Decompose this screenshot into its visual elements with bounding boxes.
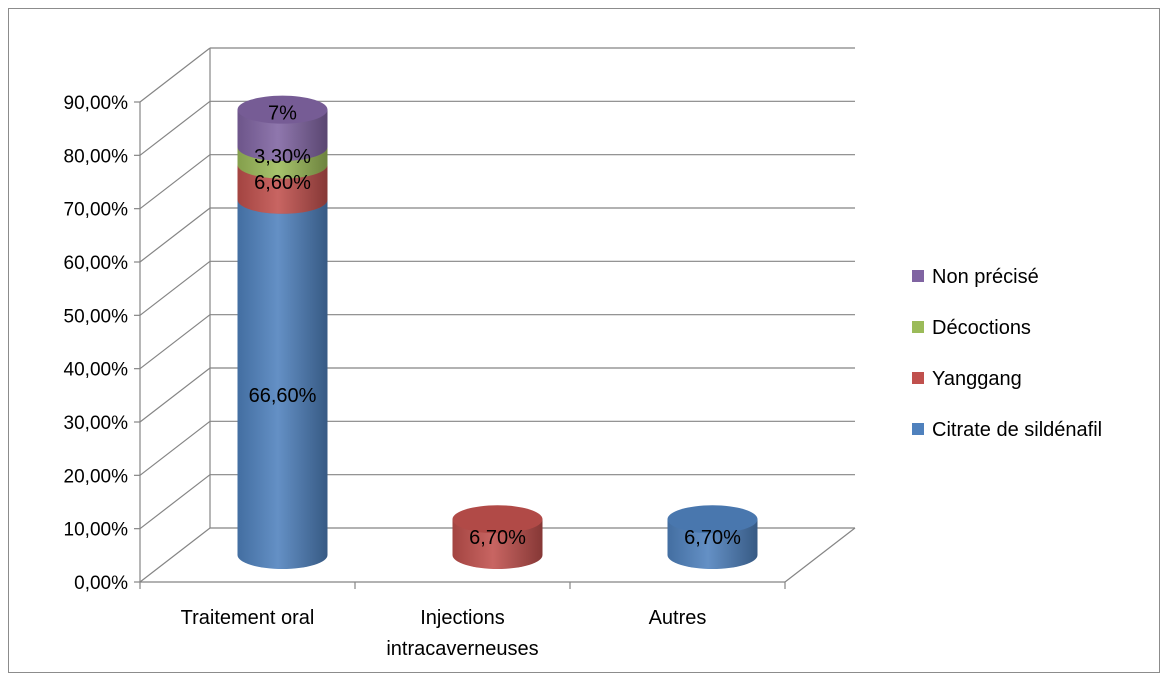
gridline-diagonal: [139, 207, 211, 263]
legend-swatch: [912, 423, 924, 435]
y-tick-label: 30,00%: [64, 413, 129, 434]
legend-swatch: [912, 270, 924, 282]
bar-segment: [667, 519, 758, 570]
bar-segment-top: [452, 505, 543, 534]
bar-segment: [452, 519, 543, 570]
gridline-diagonal: [139, 154, 211, 210]
data-label: 3,30%: [254, 146, 311, 168]
data-label: 7%: [268, 103, 297, 125]
gridline-diagonal: [139, 260, 211, 316]
legend-label: Non précisé: [932, 266, 1039, 288]
bar-segment-top: [667, 505, 758, 534]
bar-segment: [237, 109, 328, 161]
y-tick-label: 40,00%: [64, 360, 129, 381]
gridline-diagonal: [139, 420, 211, 476]
gridline-diagonal: [139, 527, 211, 583]
data-label: 6,70%: [469, 527, 526, 549]
gridline-diagonal: [139, 100, 211, 156]
y-tick-label: 20,00%: [64, 466, 129, 487]
x-tick-label: Traitement oral: [181, 607, 315, 629]
y-tick-label: 10,00%: [64, 520, 129, 541]
legend-label: Décoctions: [932, 317, 1031, 339]
x-tick-label: Autres: [649, 607, 707, 629]
y-tick-label: 80,00%: [64, 146, 129, 167]
y-tick-label: 90,00%: [64, 93, 129, 114]
legend-label: Yanggang: [932, 368, 1022, 390]
y-tick-label: 70,00%: [64, 200, 129, 221]
legend-swatch: [912, 372, 924, 384]
gridline-diagonal: [139, 474, 211, 530]
floor-edge: [784, 527, 856, 583]
legend-swatch: [912, 321, 924, 333]
gridline-diagonal: [139, 47, 211, 103]
legend-label: Citrate de sildénafil: [932, 419, 1102, 441]
gridline-diagonal: [139, 314, 211, 370]
x-tick-label: Injections: [420, 607, 505, 629]
chart-frame: [8, 8, 1160, 673]
bar-segment-top: [237, 95, 328, 124]
y-tick-label: 50,00%: [64, 306, 129, 327]
x-tick-label: intracaverneuses: [386, 638, 538, 660]
bar-segment: [237, 199, 328, 570]
data-label: 6,70%: [684, 527, 741, 549]
y-tick-label: 0,00%: [74, 573, 128, 594]
bar-segment: [237, 164, 328, 214]
data-label: 66,60%: [249, 385, 317, 407]
y-tick-label: 60,00%: [64, 253, 129, 274]
data-label: 6,60%: [254, 172, 311, 194]
gridline-diagonal: [139, 367, 211, 423]
